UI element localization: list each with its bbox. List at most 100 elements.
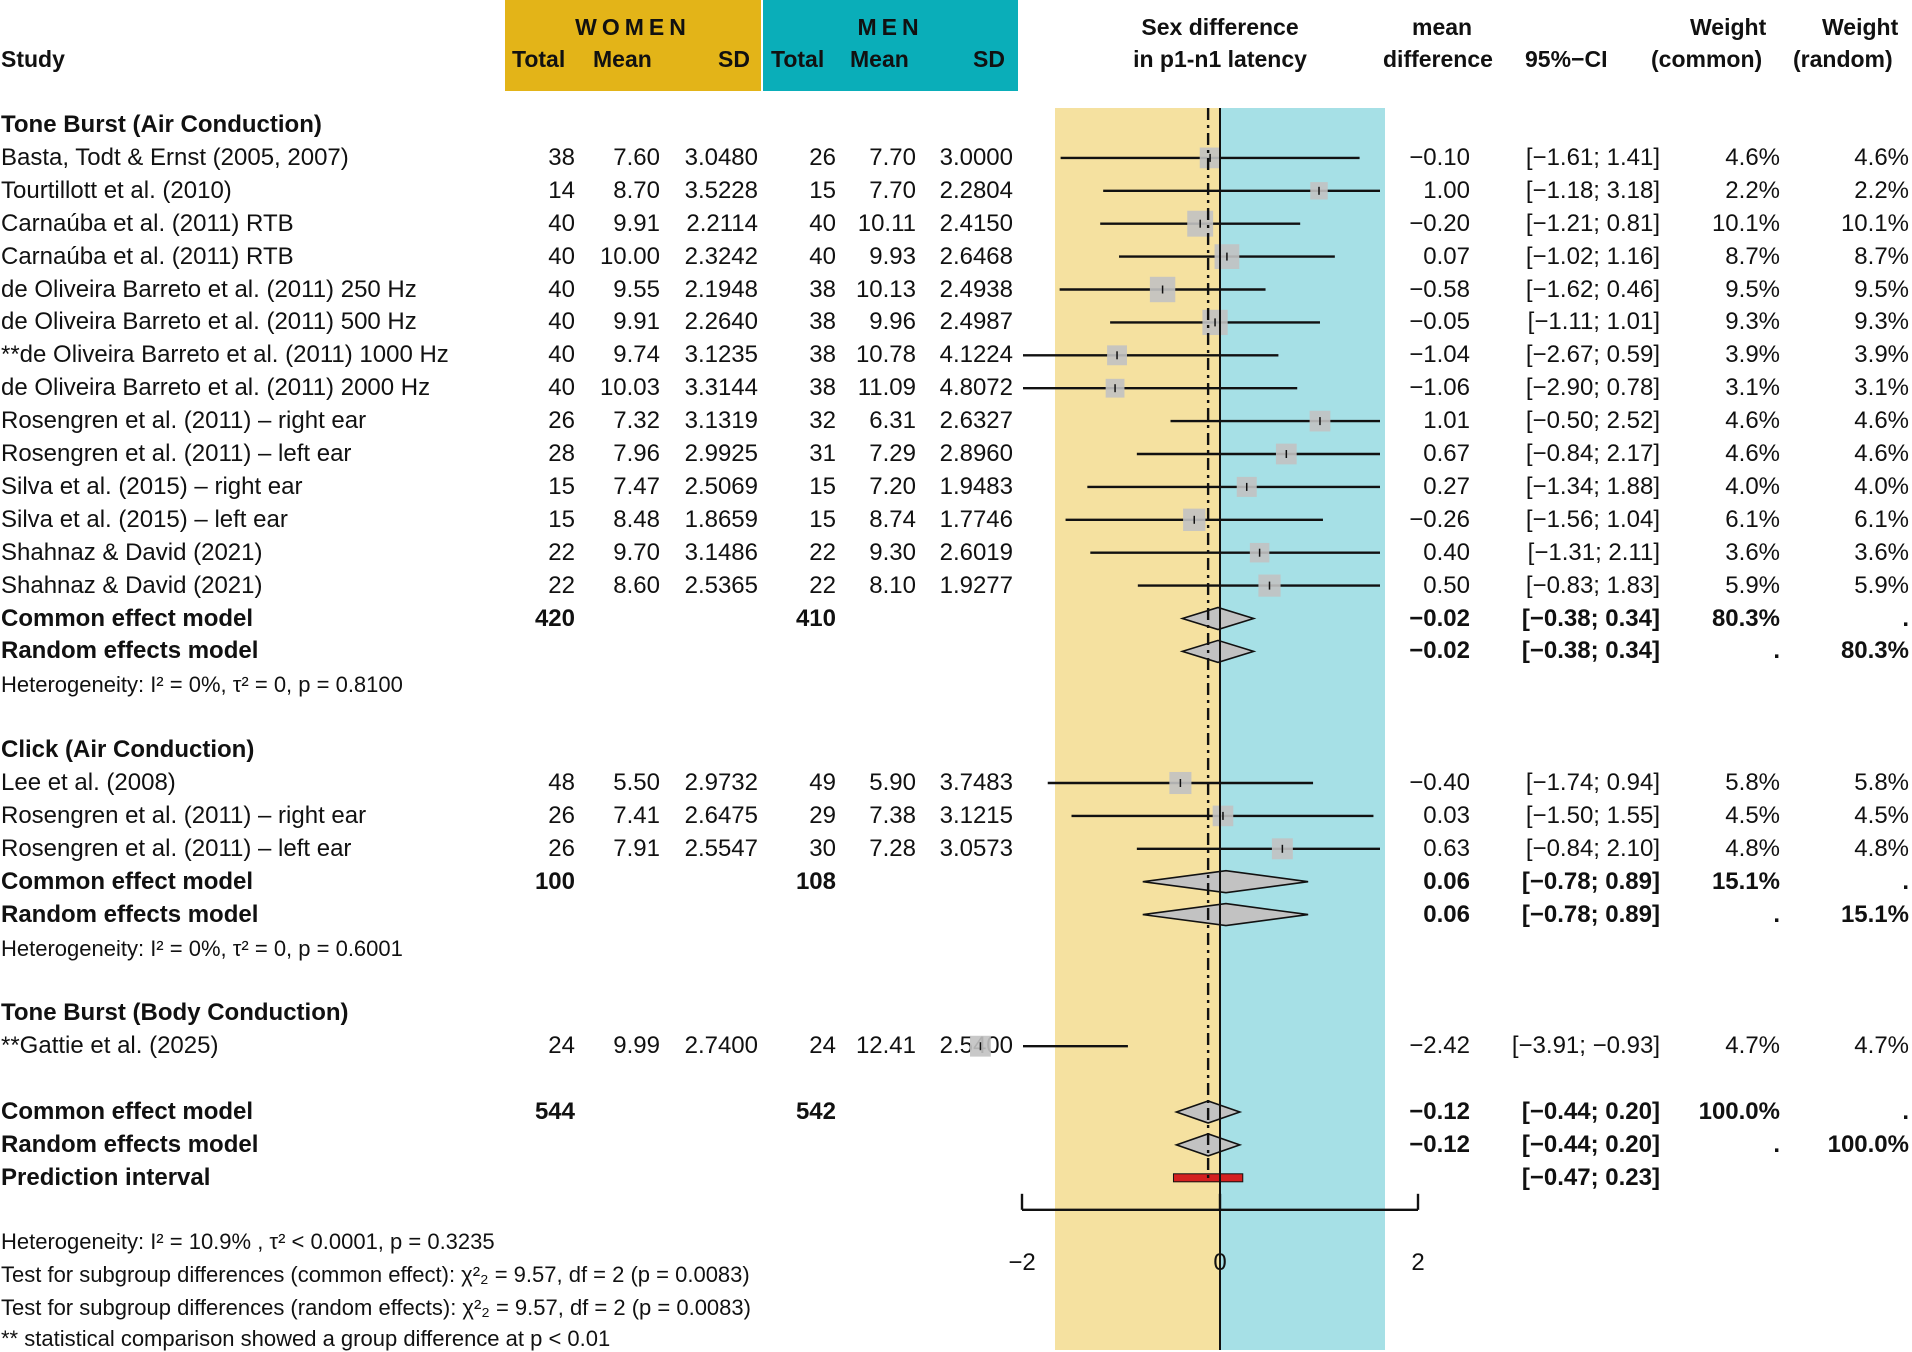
header-weight-common-1: Weight bbox=[1690, 14, 1767, 40]
pooled-label: Common effect model bbox=[1, 1098, 254, 1125]
cell-msd: 3.1215 bbox=[939, 801, 1013, 829]
pooled-diamond bbox=[1179, 639, 1257, 664]
weight-random: 8.7% bbox=[1854, 242, 1909, 270]
cell-mt: 40 bbox=[809, 209, 836, 237]
study-label: de Oliveira Barreto et al. (2011) 2000 H… bbox=[1, 374, 431, 402]
cell-msd: 2.6468 bbox=[939, 242, 1013, 270]
cell-wm: 7.96 bbox=[613, 440, 660, 467]
mean-difference: 0.03 bbox=[1423, 801, 1470, 829]
weight-random: . bbox=[1902, 1098, 1909, 1125]
study-label: Rosengren et al. (2011) – left ear bbox=[1, 440, 352, 467]
study-label: de Oliveira Barreto et al. (2011) 500 Hz bbox=[1, 308, 417, 336]
header-md-line2: difference bbox=[1383, 46, 1493, 72]
cell-wt: 420 bbox=[534, 604, 575, 632]
cell-wsd: 3.0480 bbox=[684, 143, 758, 171]
significance-footnote: ** statistical comparison showed a group… bbox=[1, 1326, 611, 1351]
cell-wsd: 3.1486 bbox=[684, 538, 758, 566]
cell-mt: 22 bbox=[809, 571, 836, 599]
mean-difference: −1.04 bbox=[1409, 341, 1470, 369]
cell-mm: 5.90 bbox=[869, 769, 916, 796]
men-favoring-band bbox=[1220, 108, 1385, 1350]
cell-wsd: 2.5069 bbox=[684, 472, 758, 500]
weight-common: 5.9% bbox=[1725, 571, 1780, 599]
confidence-interval: [−1.61; 1.41] bbox=[1525, 143, 1660, 171]
cell-wm: 8.70 bbox=[613, 176, 660, 204]
confidence-interval: [−1.50; 1.55] bbox=[1525, 801, 1660, 829]
cell-msd: 3.0000 bbox=[939, 143, 1013, 171]
cell-mt: 108 bbox=[795, 867, 836, 895]
weight-common: . bbox=[1773, 637, 1780, 665]
cell-msd: 2.4150 bbox=[939, 209, 1013, 237]
confidence-interval: [−0.44; 0.20] bbox=[1521, 1098, 1660, 1125]
cell-mm: 10.78 bbox=[855, 341, 916, 369]
mean-difference: 0.06 bbox=[1423, 900, 1470, 928]
study-label: Silva et al. (2015) – right ear bbox=[1, 472, 303, 500]
weight-common: 3.6% bbox=[1725, 538, 1780, 566]
cell-mt: 32 bbox=[809, 407, 836, 435]
mean-difference: −0.12 bbox=[1409, 1098, 1470, 1125]
weight-common: 4.6% bbox=[1725, 143, 1780, 171]
cell-wm: 7.91 bbox=[613, 834, 660, 862]
weight-random: 4.6% bbox=[1854, 143, 1909, 171]
weight-common: 9.3% bbox=[1725, 308, 1780, 336]
cell-wm: 10.00 bbox=[599, 242, 660, 270]
cell-msd: 2.6019 bbox=[939, 538, 1013, 566]
cell-mt: 38 bbox=[809, 308, 836, 336]
header-women-total: Total bbox=[512, 46, 566, 72]
women-header-band bbox=[505, 0, 761, 91]
mean-difference: 0.06 bbox=[1423, 867, 1470, 895]
confidence-interval: [−1.74; 0.94] bbox=[1525, 769, 1660, 796]
weight-random: 4.5% bbox=[1854, 801, 1909, 829]
mean-difference: −0.26 bbox=[1409, 505, 1470, 533]
cell-msd: 2.4938 bbox=[939, 275, 1013, 303]
cell-wt: 40 bbox=[548, 308, 575, 336]
cell-wsd: 2.6475 bbox=[684, 801, 758, 829]
cell-mm: 10.13 bbox=[855, 275, 916, 303]
cell-mt: 15 bbox=[809, 176, 836, 204]
confidence-interval: [−1.18; 3.18] bbox=[1525, 176, 1660, 204]
x-tick-label: −2 bbox=[1008, 1249, 1035, 1276]
cell-msd: 2.8960 bbox=[939, 440, 1013, 467]
cell-wt: 40 bbox=[548, 209, 575, 237]
weight-random: 3.1% bbox=[1854, 374, 1909, 402]
cell-mm: 9.96 bbox=[869, 308, 916, 336]
cell-mm: 8.10 bbox=[869, 571, 916, 599]
cell-mt: 30 bbox=[809, 834, 836, 862]
weight-common: 3.1% bbox=[1725, 374, 1780, 402]
cell-mt: 38 bbox=[809, 275, 836, 303]
study-label: **de Oliveira Barreto et al. (2011) 1000… bbox=[1, 341, 449, 369]
cell-wsd: 1.8659 bbox=[684, 505, 758, 533]
cell-mm: 6.31 bbox=[869, 407, 916, 435]
weight-common: 5.8% bbox=[1725, 769, 1780, 796]
weight-random: 4.6% bbox=[1854, 407, 1909, 435]
weight-random: 2.2% bbox=[1854, 176, 1909, 204]
cell-wsd: 2.7400 bbox=[684, 1032, 758, 1060]
confidence-interval: [−0.83; 1.83] bbox=[1525, 571, 1660, 599]
cell-mm: 8.74 bbox=[869, 505, 916, 533]
mean-difference: 0.07 bbox=[1423, 242, 1470, 270]
cell-wt: 100 bbox=[534, 867, 575, 895]
cell-mm: 11.09 bbox=[857, 374, 916, 402]
cell-msd: 1.9483 bbox=[939, 472, 1013, 500]
header-men: MEN bbox=[857, 14, 924, 40]
cell-wm: 7.32 bbox=[613, 407, 660, 435]
cell-mm: 10.11 bbox=[857, 209, 916, 237]
mean-difference: −0.40 bbox=[1409, 769, 1470, 796]
cell-mt: 410 bbox=[795, 604, 836, 632]
cell-msd: 3.7483 bbox=[939, 769, 1013, 796]
cell-mt: 29 bbox=[809, 801, 836, 829]
cell-mt: 38 bbox=[809, 341, 836, 369]
mean-difference: −0.02 bbox=[1409, 637, 1470, 665]
weight-random: 80.3% bbox=[1840, 637, 1909, 665]
study-label: Rosengren et al. (2011) – right ear bbox=[1, 801, 367, 829]
confidence-interval: [−2.90; 0.78] bbox=[1525, 374, 1660, 402]
cell-mt: 38 bbox=[809, 374, 836, 402]
prediction-label: Prediction interval bbox=[1, 1163, 211, 1191]
mean-difference: −0.10 bbox=[1409, 143, 1470, 171]
study-label: Silva et al. (2015) – left ear bbox=[1, 505, 288, 533]
confidence-interval: [−0.84; 2.10] bbox=[1525, 834, 1660, 862]
header-women: WOMEN bbox=[575, 14, 691, 40]
cell-msd: 2.2804 bbox=[939, 176, 1013, 204]
cell-wm: 8.60 bbox=[613, 571, 660, 599]
cell-wt: 15 bbox=[548, 472, 575, 500]
